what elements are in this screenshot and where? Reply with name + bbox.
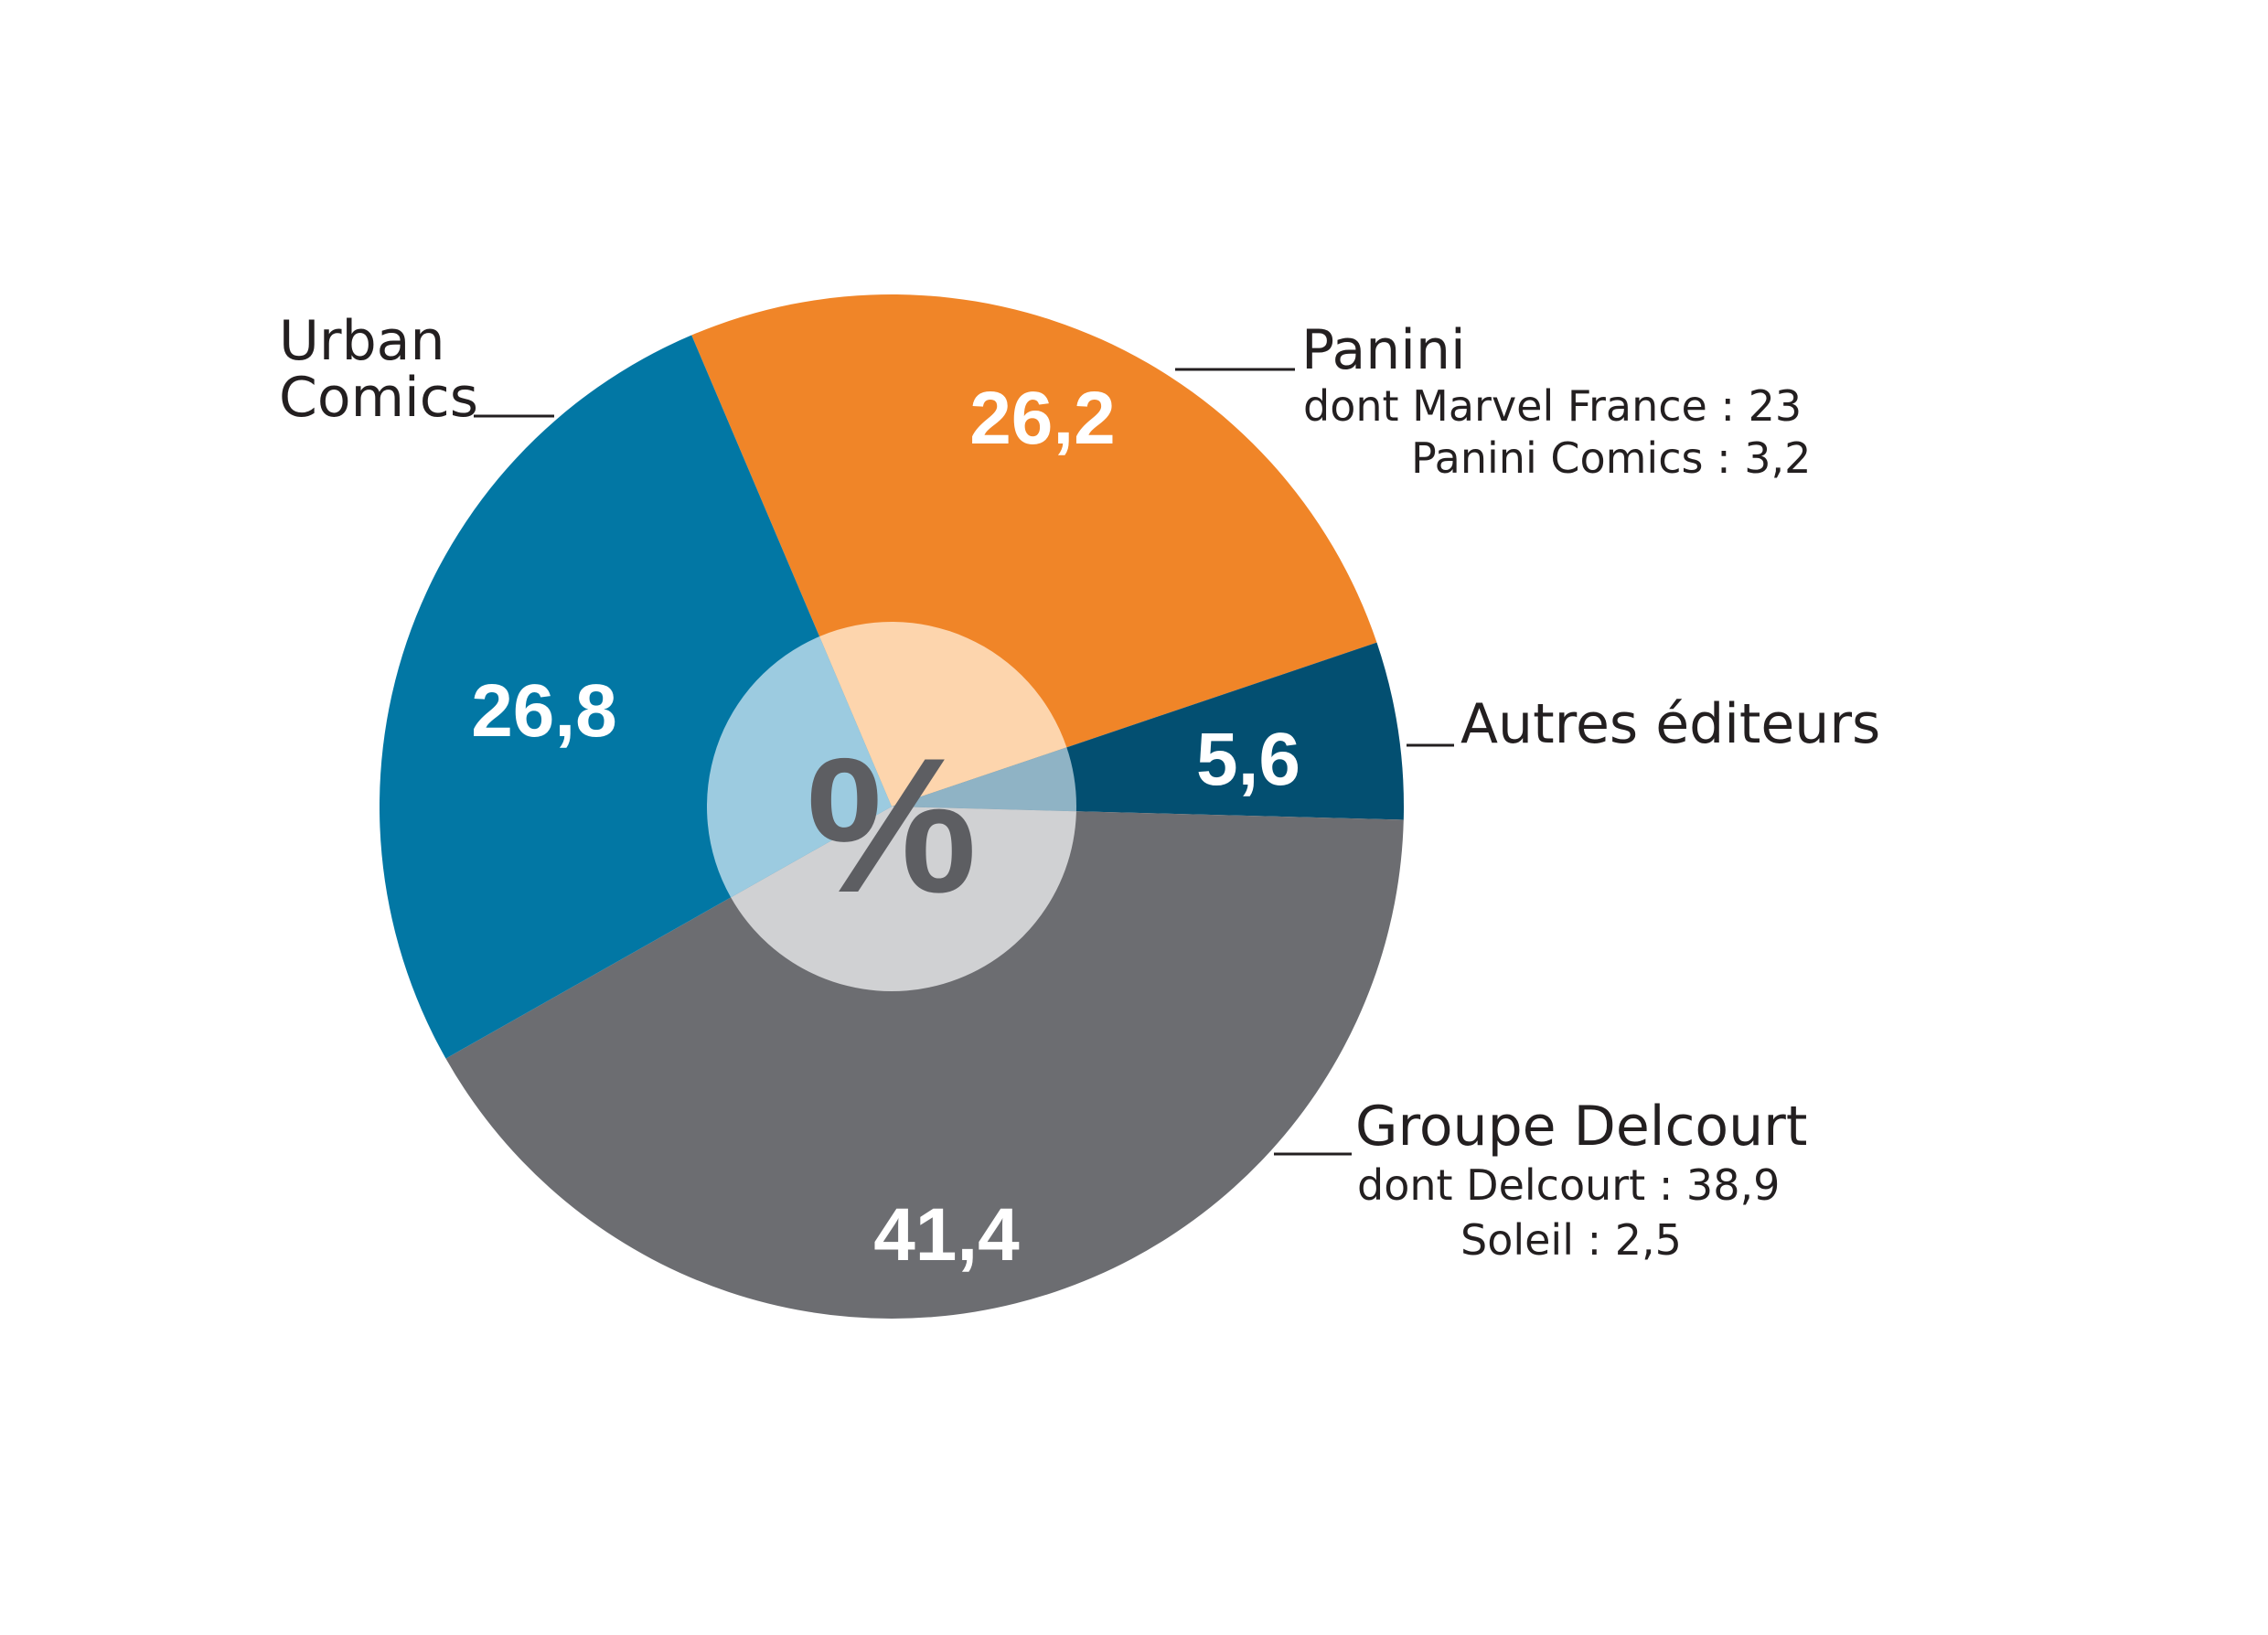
inner-slices [706, 622, 1076, 992]
detail-soleil: Soleil : 2,5 [1460, 1215, 1682, 1265]
category-label-urban-line1: Urban [279, 309, 444, 373]
value-label-urban: 26,8 [471, 669, 617, 753]
value-label-autres: 5,6 [1196, 718, 1300, 801]
category-label-autres: Autres éditeurs [1460, 692, 1880, 756]
category-label-panini: Panini [1301, 318, 1466, 382]
detail-marvel-france: dont Marvel France : 23 [1303, 381, 1802, 431]
pie-slice-groupe-delcourt [445, 807, 1404, 1320]
detail-delcourt: dont Delcourt : 38,9 [1357, 1160, 1780, 1210]
value-label-panini: 26,2 [969, 377, 1116, 460]
inner-slice-autres-editeurs [892, 747, 1076, 812]
category-label-urban-line2: Comics [279, 366, 478, 430]
inner-slice-panini [819, 622, 1067, 807]
inner-slice-urban-comics [706, 636, 892, 898]
inner-slice-groupe-delcourt [731, 807, 1076, 992]
category-label-delcourt: Groupe Delcourt [1355, 1095, 1807, 1159]
value-label-delcourt: 41,4 [873, 1193, 1020, 1277]
detail-panini-comics: Panini Comics : 3,2 [1411, 433, 1811, 483]
center-percent-label: % [807, 718, 978, 933]
